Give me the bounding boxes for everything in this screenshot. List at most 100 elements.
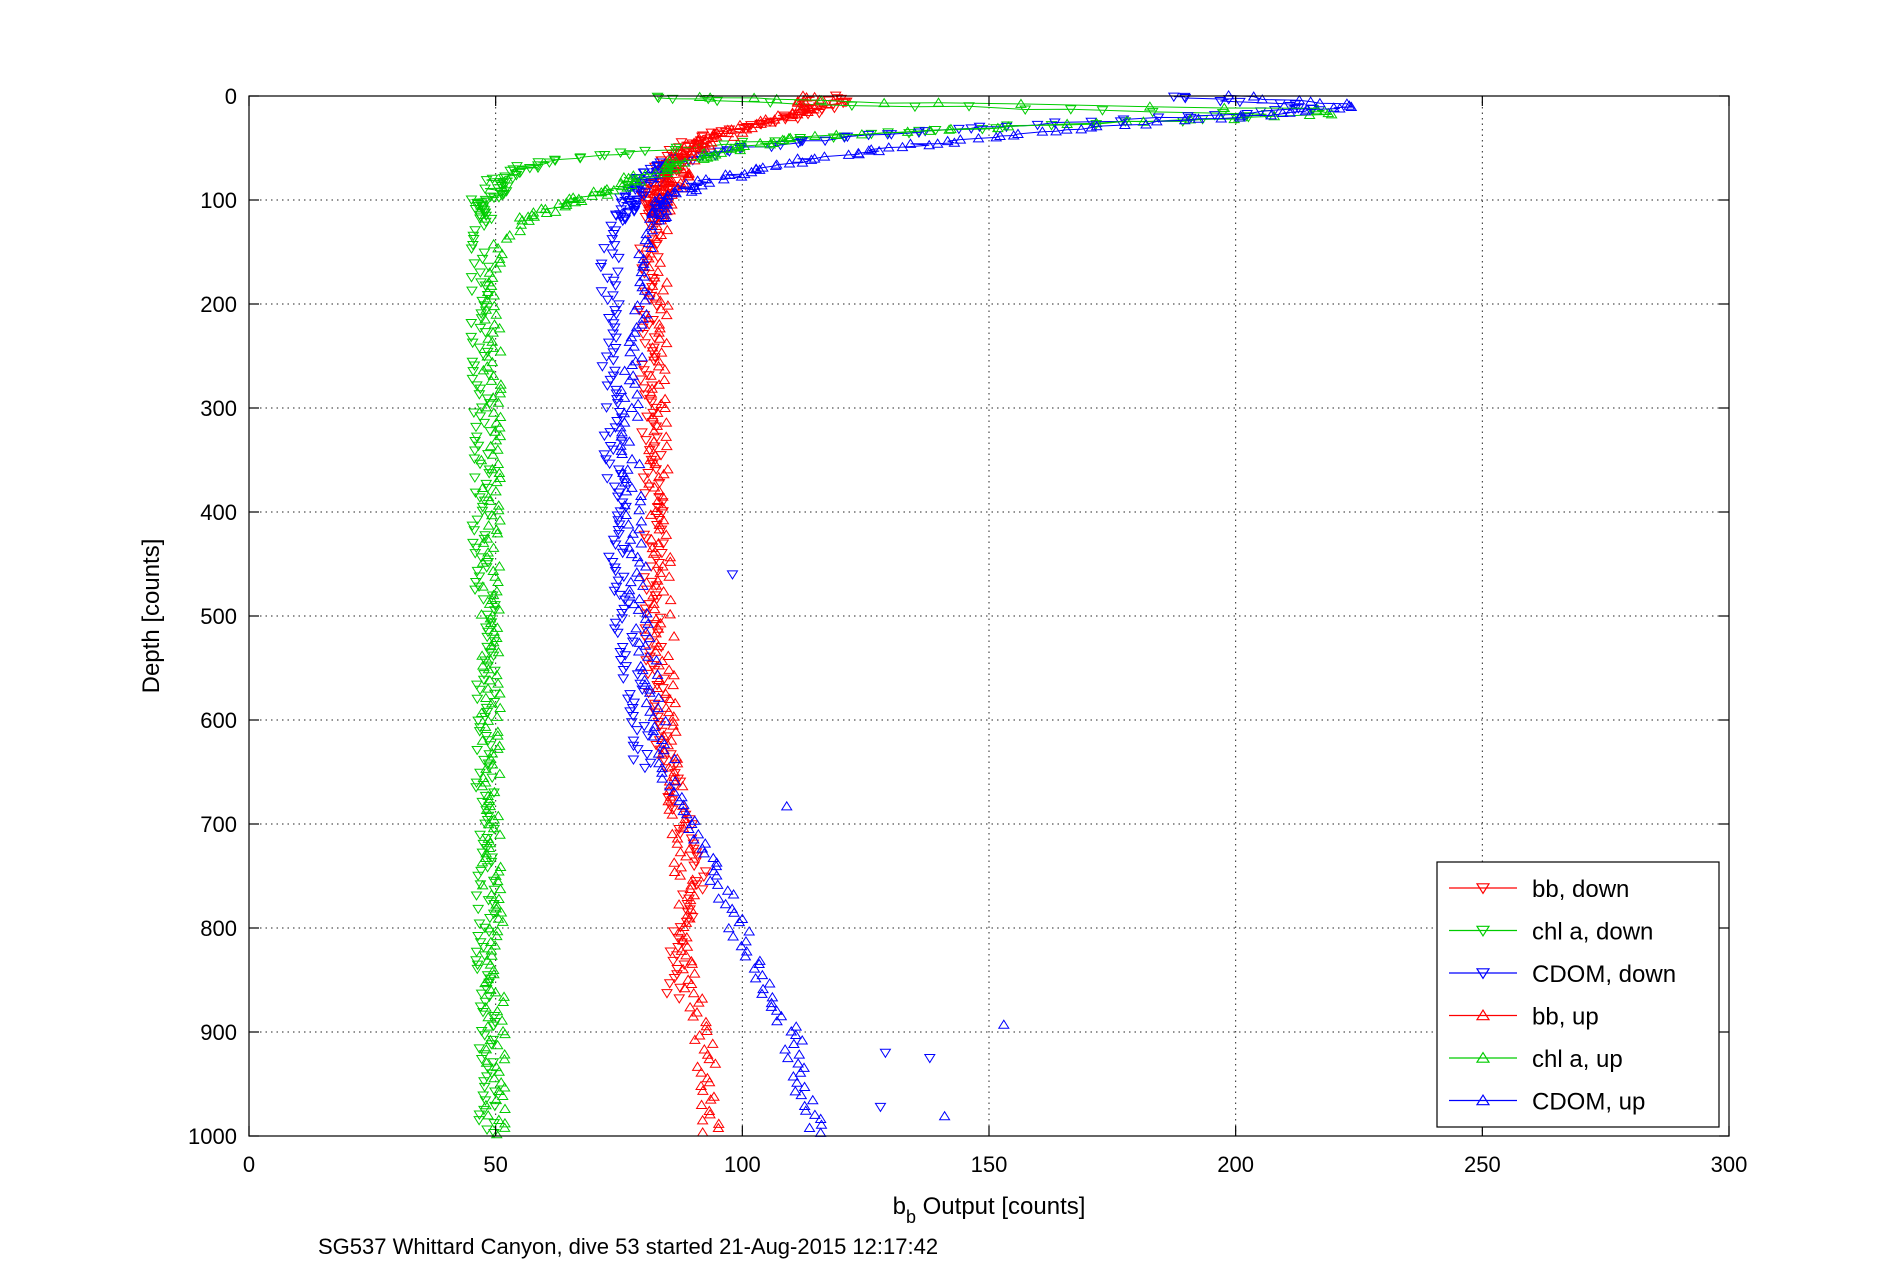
data-point	[636, 664, 649, 675]
data-point	[740, 123, 753, 134]
data-point	[640, 308, 653, 319]
data-point	[478, 1105, 490, 1116]
data-point	[663, 693, 676, 703]
data-point	[493, 467, 506, 478]
data-point	[651, 682, 663, 693]
x-tick-label: 200	[1217, 1152, 1254, 1177]
data-point	[601, 474, 614, 484]
data-point	[485, 375, 498, 385]
data-point	[618, 392, 631, 402]
data-point	[633, 306, 646, 316]
data-point	[474, 459, 486, 470]
data-point	[818, 151, 831, 161]
data-point	[663, 571, 676, 581]
y-tick-label: 600	[200, 708, 237, 733]
data-point	[471, 694, 484, 705]
data-point	[481, 642, 494, 653]
data-point	[691, 1061, 704, 1071]
data-point	[652, 692, 665, 702]
data-point	[481, 533, 494, 543]
outlier-points	[726, 570, 1010, 1121]
data-point	[468, 259, 481, 269]
data-point	[491, 622, 504, 632]
data-point	[699, 138, 711, 148]
data-point	[663, 762, 675, 772]
data-point	[815, 1119, 828, 1129]
data-point	[786, 107, 799, 117]
data-point	[492, 504, 505, 515]
data-point	[644, 248, 657, 258]
data-point	[687, 834, 700, 844]
data-point	[492, 1114, 505, 1124]
data-point	[640, 626, 652, 637]
data-point	[1301, 104, 1313, 114]
y-tick-label: 400	[200, 500, 237, 525]
data-point	[707, 852, 720, 863]
data-point	[1002, 120, 1015, 131]
data-point	[764, 117, 777, 127]
data-point	[1276, 107, 1289, 118]
data-point	[478, 951, 491, 961]
data-point	[632, 398, 645, 409]
data-point	[662, 795, 675, 806]
data-point	[645, 242, 658, 253]
data-point	[475, 309, 488, 319]
data-point	[497, 179, 510, 189]
data-point	[488, 290, 501, 300]
data-point	[647, 243, 660, 253]
data-point	[703, 1076, 716, 1087]
data-point	[628, 327, 641, 337]
data-point	[1216, 109, 1229, 119]
data-point	[628, 378, 641, 388]
data-point	[483, 511, 496, 521]
data-point	[479, 977, 491, 988]
data-point	[879, 1048, 892, 1059]
data-point	[668, 186, 681, 196]
data-point	[609, 281, 622, 291]
data-point	[628, 598, 641, 609]
data-point	[493, 1066, 506, 1076]
data-point	[763, 978, 776, 988]
data-point	[703, 1105, 716, 1115]
data-point	[587, 186, 600, 196]
data-point	[660, 529, 673, 539]
data-point	[493, 561, 506, 571]
data-point	[491, 730, 504, 740]
data-point	[1060, 124, 1073, 134]
data-point	[479, 692, 492, 703]
data-point	[609, 366, 621, 377]
data-point	[631, 745, 644, 755]
data-point	[838, 133, 851, 143]
data-point	[485, 697, 498, 708]
data-point	[739, 950, 752, 961]
data-point	[638, 366, 650, 376]
data-point	[689, 877, 702, 887]
data-point	[638, 674, 651, 685]
data-point	[710, 870, 723, 880]
data-point	[482, 547, 494, 557]
data-point	[615, 384, 628, 395]
data-point	[479, 314, 491, 324]
data-point	[1184, 113, 1197, 124]
data-point	[1284, 107, 1296, 117]
data-point	[1322, 107, 1335, 118]
data-point	[477, 364, 490, 375]
data-point	[647, 436, 660, 446]
data-point	[639, 489, 651, 499]
data-point	[669, 156, 682, 166]
data-point	[787, 1071, 800, 1081]
data-point	[691, 175, 704, 185]
data-point	[628, 304, 641, 315]
data-point	[486, 759, 499, 769]
data-point	[473, 727, 486, 737]
data-point	[628, 341, 640, 351]
data-point	[475, 989, 488, 1000]
data-point	[648, 425, 661, 436]
data-point	[745, 166, 758, 177]
data-point	[874, 1102, 887, 1113]
data-point	[673, 825, 686, 835]
data-point	[699, 838, 712, 848]
data-point	[480, 1057, 493, 1067]
series-line	[541, 96, 1332, 210]
data-point	[483, 922, 496, 933]
